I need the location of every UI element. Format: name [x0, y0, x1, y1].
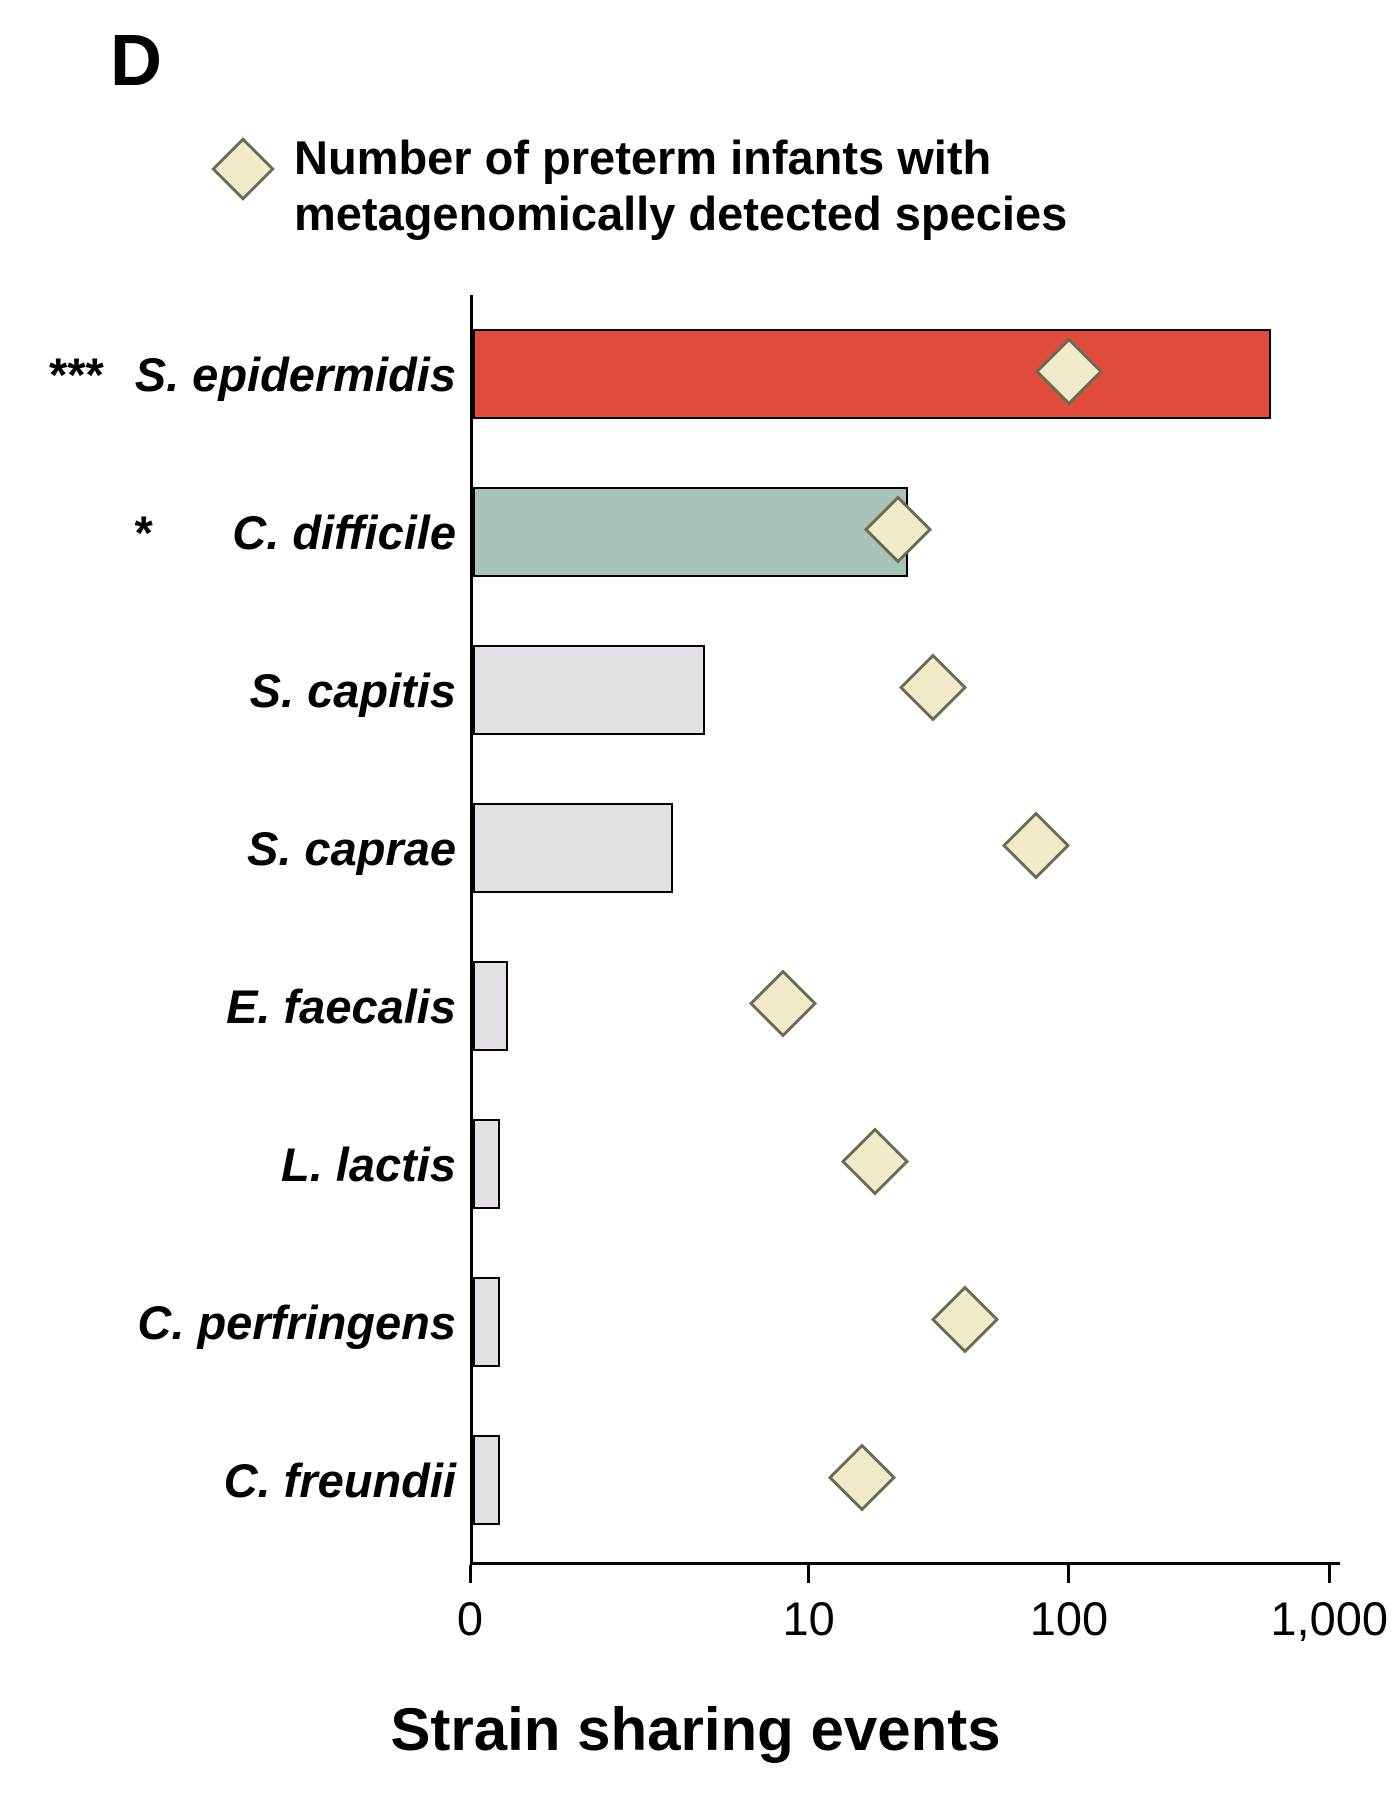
- diamond-icon: [899, 654, 967, 727]
- bar: [473, 329, 1271, 419]
- y-axis: [470, 295, 473, 1565]
- diamond-icon: [931, 1286, 999, 1359]
- legend: Number of preterm infants withmetagenomi…: [210, 130, 1067, 243]
- x-tick: [1328, 1565, 1331, 1583]
- species-label: S. epidermidis: [135, 347, 456, 402]
- diamond-icon: [841, 1128, 909, 1201]
- diamond-icon: [210, 136, 276, 202]
- diamond-icon: [828, 1444, 896, 1517]
- x-tick-label: 100: [1030, 1591, 1108, 1646]
- species-label: S. capitis: [250, 663, 456, 718]
- species-label: C. freundii: [224, 1453, 456, 1508]
- panel-label: D: [110, 20, 162, 102]
- diamond-icon: [1035, 338, 1103, 411]
- bar: [473, 1277, 500, 1367]
- species-label: C. difficile: [232, 505, 456, 560]
- x-axis: [470, 1562, 1340, 1565]
- x-tick: [469, 1565, 472, 1583]
- plot-area: 0101001,000: [470, 295, 1340, 1565]
- x-tick-label: 10: [783, 1591, 835, 1646]
- bar: [473, 487, 908, 577]
- chart-panel-d: D Number of preterm infants withmetageno…: [0, 0, 1391, 1800]
- bar: [473, 645, 705, 735]
- diamond-icon: [1002, 812, 1070, 885]
- bar: [473, 1119, 500, 1209]
- x-axis-title: Strain sharing events: [0, 1695, 1391, 1764]
- legend-text: Number of preterm infants withmetagenomi…: [294, 130, 1067, 243]
- x-tick: [1067, 1565, 1070, 1583]
- significance-marker: *: [134, 505, 152, 560]
- bar: [473, 961, 508, 1051]
- species-label: L. lactis: [281, 1137, 456, 1192]
- x-tick: [807, 1565, 810, 1583]
- species-label: S. caprae: [247, 821, 456, 876]
- bar: [473, 803, 673, 893]
- significance-marker: ***: [49, 347, 104, 402]
- species-label: C. perfringens: [137, 1295, 456, 1350]
- species-label: E. faecalis: [226, 979, 456, 1034]
- x-tick-label: 0: [457, 1591, 483, 1646]
- bar: [473, 1435, 500, 1525]
- x-tick-label: 1,000: [1270, 1591, 1388, 1646]
- diamond-icon: [864, 496, 932, 569]
- diamond-icon: [749, 970, 817, 1043]
